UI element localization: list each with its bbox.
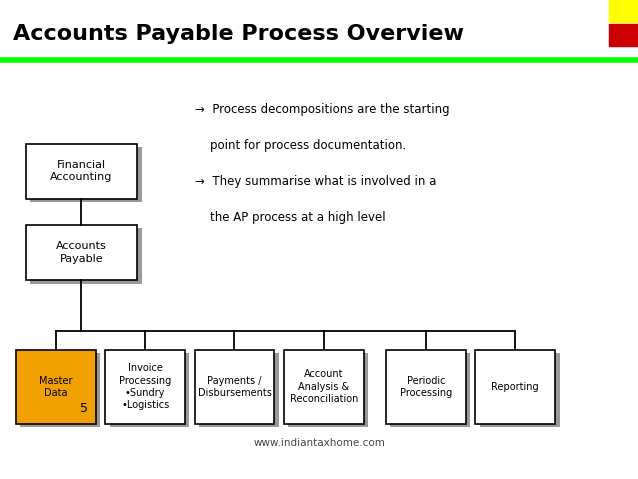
FancyBboxPatch shape: [20, 353, 100, 427]
FancyBboxPatch shape: [16, 350, 96, 424]
Bar: [0, 60, 638, 479]
Text: Periodic
Processing: Periodic Processing: [400, 376, 452, 398]
Text: the AP process at a high level: the AP process at a high level: [195, 211, 385, 224]
Text: 5: 5: [80, 402, 88, 415]
Text: Invoice
Processing
•Sundry
•Logistics: Invoice Processing •Sundry •Logistics: [119, 363, 171, 411]
FancyBboxPatch shape: [110, 353, 189, 427]
FancyBboxPatch shape: [199, 353, 279, 427]
FancyBboxPatch shape: [475, 350, 555, 424]
Text: Reporting: Reporting: [491, 382, 539, 392]
Text: Master
Data: Master Data: [39, 376, 73, 398]
FancyBboxPatch shape: [26, 144, 137, 199]
FancyBboxPatch shape: [390, 353, 470, 427]
FancyBboxPatch shape: [105, 350, 185, 424]
FancyBboxPatch shape: [30, 228, 142, 284]
Text: www.indiantaxhome.com: www.indiantaxhome.com: [253, 438, 385, 448]
Text: Payments /
Disbursements: Payments / Disbursements: [198, 376, 271, 398]
FancyBboxPatch shape: [288, 353, 368, 427]
Text: Accounts Payable Process Overview: Accounts Payable Process Overview: [13, 23, 464, 44]
Text: Accounts
Payable: Accounts Payable: [56, 241, 107, 264]
Text: →  Process decompositions are the starting: → Process decompositions are the startin…: [195, 103, 449, 116]
Bar: [0, 0, 638, 60]
Text: Financial
Accounting: Financial Accounting: [50, 160, 112, 182]
Text: point for process documentation.: point for process documentation.: [195, 139, 406, 152]
FancyBboxPatch shape: [386, 350, 466, 424]
FancyBboxPatch shape: [30, 147, 142, 202]
Text: Account
Analysis &
Reconciliation: Account Analysis & Reconciliation: [290, 369, 358, 404]
FancyBboxPatch shape: [26, 225, 137, 280]
Text: →  They summarise what is involved in a: → They summarise what is involved in a: [195, 175, 436, 188]
FancyBboxPatch shape: [195, 350, 274, 424]
FancyBboxPatch shape: [480, 353, 560, 427]
FancyBboxPatch shape: [284, 350, 364, 424]
